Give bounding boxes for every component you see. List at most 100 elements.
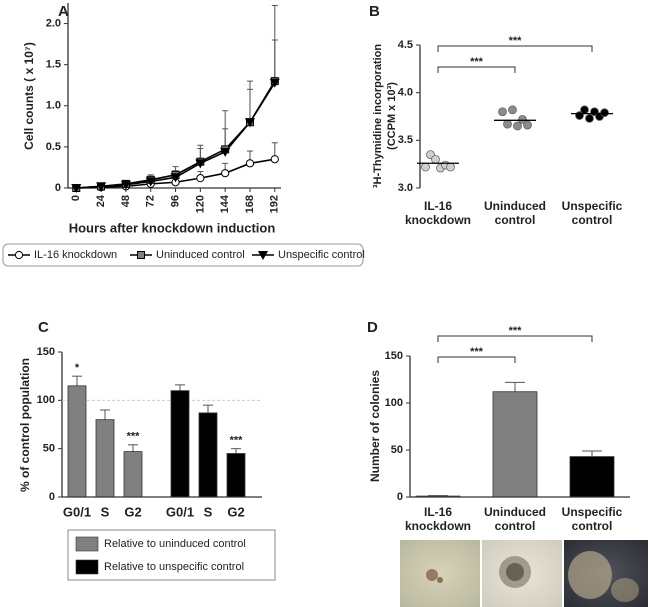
data-point xyxy=(523,120,532,130)
category-label: Uninduced control xyxy=(484,199,546,227)
data-point xyxy=(446,162,455,172)
data-point xyxy=(245,159,255,168)
y-tick-label: 0 xyxy=(49,491,55,503)
y-tick-label: 0 xyxy=(55,182,61,194)
y-tick-label: 50 xyxy=(43,443,55,455)
y-tick-label: 0 xyxy=(397,491,403,503)
data-point xyxy=(145,177,156,187)
colony-photos xyxy=(400,540,648,607)
x-axis-label: Hours after knockdown induction xyxy=(69,220,276,235)
legend-box xyxy=(2,243,364,267)
y-axis-label: % of control population xyxy=(18,358,32,492)
data-point xyxy=(498,107,507,117)
data-point xyxy=(518,114,527,124)
y-tick-label: 100 xyxy=(385,397,403,409)
photo-detail xyxy=(437,577,443,583)
significance-bracket xyxy=(437,45,593,52)
x-tick-label: 48 xyxy=(120,195,132,207)
data-point xyxy=(244,118,256,128)
x-tick-label: G2 xyxy=(227,504,244,519)
photo xyxy=(400,540,480,607)
significance-bracket xyxy=(437,335,593,342)
data-point xyxy=(220,147,231,157)
legend-label: Unspecific control xyxy=(278,249,365,261)
legend-box xyxy=(67,529,276,581)
legend-label: Uninduced control xyxy=(156,249,245,261)
x-tick-label: 24 xyxy=(95,194,107,207)
legend-swatch xyxy=(75,559,99,575)
y-tick-label: 150 xyxy=(37,346,55,358)
y-axis-label: (CCPM x 10³) xyxy=(386,82,398,150)
y-tick-label: 100 xyxy=(37,394,55,406)
x-tick-label: G0/1 xyxy=(63,504,91,519)
x-tick-label: S xyxy=(204,504,213,519)
x-tick-label: 0 xyxy=(70,195,82,201)
bar xyxy=(569,456,615,498)
legend-swatch xyxy=(75,536,99,552)
data-point xyxy=(503,119,512,129)
category-label: Uninduced control xyxy=(484,505,546,533)
data-point xyxy=(513,121,522,131)
panel-letter: B xyxy=(369,3,380,20)
x-tick-label: 144 xyxy=(219,194,231,213)
bar xyxy=(492,391,538,498)
legend-marker xyxy=(257,251,269,261)
x-tick-label: 72 xyxy=(145,195,157,207)
y-tick-label: 150 xyxy=(385,350,403,362)
bar xyxy=(95,419,115,498)
bar xyxy=(170,390,190,498)
y-tick-label: 4.5 xyxy=(398,39,413,51)
photo-detail xyxy=(506,563,524,581)
significance-label: *** xyxy=(509,35,523,47)
y-axis-label: Number of colonies xyxy=(368,370,382,482)
category-label: IL-16 knockdown xyxy=(404,199,471,227)
photo-detail xyxy=(611,578,639,602)
significance-label: *** xyxy=(470,346,484,358)
data-point xyxy=(269,78,280,88)
x-tick-label: 168 xyxy=(244,195,256,213)
category-label: Unspecific control xyxy=(561,199,623,227)
legend-label: Relative to unspecific control xyxy=(104,561,244,573)
category-label: Unspecific control xyxy=(561,505,623,533)
data-point xyxy=(96,182,107,192)
data-point xyxy=(221,169,230,178)
significance-label: * xyxy=(75,362,80,374)
bar xyxy=(123,451,143,498)
y-tick-label: 3.5 xyxy=(398,134,413,146)
y-tick-label: 4.0 xyxy=(398,87,413,99)
data-point xyxy=(431,154,440,164)
y-tick-label: 3.0 xyxy=(398,182,413,194)
legend-label: IL-16 knockdown xyxy=(34,249,117,261)
panel-letter: C xyxy=(38,319,49,336)
x-tick-label: 96 xyxy=(169,195,181,207)
photo-detail xyxy=(426,569,438,581)
y-tick-label: 1.0 xyxy=(46,100,61,112)
y-axis-label: ³H-Thymidine incorporation xyxy=(372,44,384,189)
category-label: IL-16 knockdown xyxy=(404,505,471,533)
significance-bracket xyxy=(437,66,516,73)
data-point xyxy=(270,155,279,164)
legend-label: Relative to uninduced control xyxy=(104,538,246,550)
data-point xyxy=(600,108,609,118)
panel-letter: D xyxy=(367,319,378,336)
bar xyxy=(226,453,246,498)
x-tick-label: 192 xyxy=(269,195,281,213)
x-tick-label: G0/1 xyxy=(166,504,194,519)
data-point xyxy=(196,174,205,183)
legend-marker xyxy=(137,251,145,259)
data-point xyxy=(195,159,206,169)
legend-marker xyxy=(14,250,24,260)
y-tick-label: 1.5 xyxy=(46,59,61,71)
bar xyxy=(198,412,218,498)
bar xyxy=(67,385,87,498)
significance-label: *** xyxy=(470,56,484,68)
y-tick-label: 50 xyxy=(391,444,403,456)
data-point xyxy=(585,114,594,123)
data-point xyxy=(508,105,517,115)
y-axis-label: Cell counts ( x 10⁷) xyxy=(22,42,36,150)
significance-label: *** xyxy=(509,325,523,337)
significance-bracket xyxy=(437,356,516,363)
data-point xyxy=(580,105,589,115)
x-tick-label: G2 xyxy=(124,504,141,519)
